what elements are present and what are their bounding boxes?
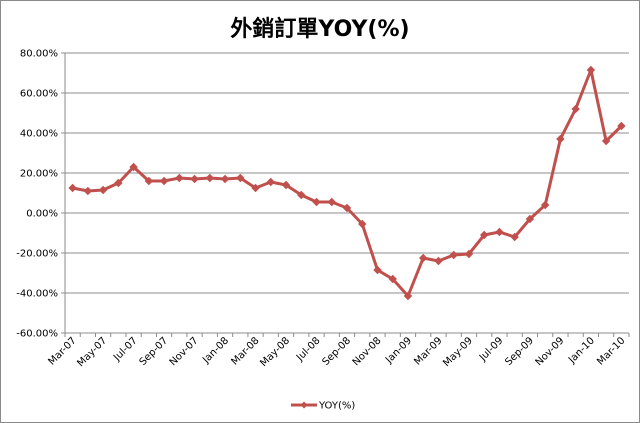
x-tick-label: Nov-08 — [351, 335, 384, 368]
data-point — [98, 185, 108, 195]
data-point — [479, 230, 489, 240]
data-point — [251, 183, 260, 193]
data-point — [449, 250, 458, 260]
data-point — [220, 174, 230, 184]
legend-marker — [300, 401, 308, 409]
y-tick-label: 80.00% — [20, 49, 58, 60]
data-point — [312, 197, 321, 207]
x-tick-label: Nov-09 — [534, 335, 567, 368]
data-point — [525, 214, 535, 224]
x-tick-label: Jul-08 — [294, 335, 323, 364]
y-tick-label: 20.00% — [20, 169, 58, 180]
x-tick-label: May-08 — [258, 335, 292, 369]
x-tick-label: Mar-10 — [595, 335, 627, 367]
data-point — [464, 249, 474, 259]
legend-label: YOY(%) — [318, 401, 355, 412]
x-tick-label: Nov-07 — [168, 335, 201, 368]
y-tick-label: 0.00% — [26, 209, 58, 220]
data-point — [403, 291, 413, 301]
x-tick-label: Jan-09 — [383, 335, 414, 366]
data-point — [159, 176, 169, 186]
x-tick-label: Sep-07 — [138, 335, 171, 368]
x-tick-label: Jan-08 — [200, 335, 231, 366]
data-point — [236, 173, 245, 183]
data-point — [342, 203, 352, 213]
x-tick-label: Mar-08 — [229, 335, 261, 367]
y-tick-label: 40.00% — [20, 129, 58, 140]
x-tick-label: Jul-09 — [477, 335, 506, 364]
x-tick-label: Jan-10 — [566, 335, 597, 366]
y-tick-label: -20.00% — [16, 249, 58, 260]
x-tick-label: Mar-07 — [47, 335, 79, 367]
data-point — [114, 178, 123, 188]
x-tick-label: May-07 — [75, 335, 109, 369]
data-point — [571, 104, 580, 114]
data-point — [601, 136, 611, 146]
data-point — [190, 174, 199, 184]
x-tick-label: Mar-09 — [412, 335, 444, 367]
data-point — [419, 253, 428, 263]
data-point — [586, 65, 596, 75]
y-tick-label: -60.00% — [16, 329, 58, 340]
chart-title: 外銷訂單YOY(%) — [230, 17, 410, 42]
data-point — [205, 173, 215, 183]
data-point — [83, 186, 93, 196]
data-point — [540, 200, 550, 210]
data-point — [327, 197, 336, 207]
data-point — [556, 134, 565, 144]
data-point — [281, 180, 291, 190]
data-point — [510, 232, 519, 242]
data-point — [388, 274, 397, 284]
data-point — [68, 183, 77, 193]
data-point — [297, 190, 306, 200]
data-point — [495, 227, 504, 237]
series-line — [72, 68, 623, 298]
data-point — [358, 219, 367, 229]
data-point — [175, 173, 184, 183]
data-point — [129, 162, 138, 172]
data-point — [373, 265, 382, 275]
data-point — [266, 177, 275, 187]
y-tick-label: 60.00% — [20, 89, 58, 100]
y-tick-label: -40.00% — [16, 289, 58, 300]
x-tick-label: Sep-08 — [320, 335, 353, 368]
x-tick-label: Jul-07 — [111, 335, 140, 364]
x-tick-label: Sep-09 — [503, 335, 536, 368]
data-point — [144, 176, 154, 186]
x-tick-label: May-09 — [441, 335, 475, 369]
data-point — [434, 256, 443, 266]
